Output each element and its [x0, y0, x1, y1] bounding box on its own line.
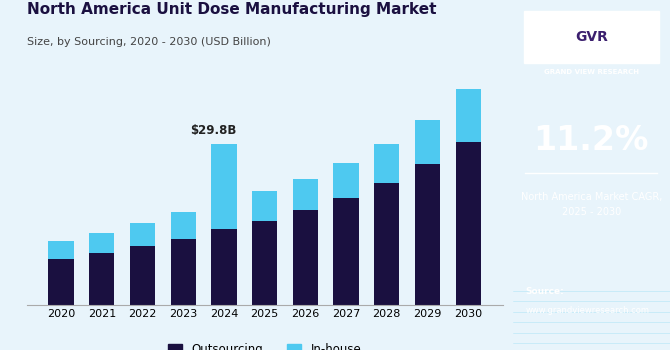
Bar	[293, 179, 318, 210]
Bar	[374, 144, 399, 183]
Bar	[211, 229, 237, 304]
FancyBboxPatch shape	[523, 10, 659, 63]
Bar	[415, 164, 440, 304]
Bar	[89, 233, 115, 253]
Text: Source:: Source:	[525, 287, 564, 296]
Bar	[252, 191, 277, 221]
Text: www.grandviewresearch.com: www.grandviewresearch.com	[525, 306, 649, 315]
Bar	[48, 259, 74, 304]
Legend: Outsourcing, In-house: Outsourcing, In-house	[163, 338, 366, 350]
Bar	[456, 141, 481, 304]
Bar	[293, 210, 318, 304]
Bar	[456, 89, 481, 141]
Text: North America Unit Dose Manufacturing Market: North America Unit Dose Manufacturing Ma…	[27, 2, 436, 17]
Bar	[130, 246, 155, 304]
Text: GVR: GVR	[575, 30, 608, 44]
Bar	[48, 241, 74, 259]
Bar	[334, 198, 358, 304]
Bar	[334, 163, 358, 198]
Text: North America Market CAGR,
2025 - 2030: North America Market CAGR, 2025 - 2030	[521, 193, 662, 217]
Bar	[171, 239, 196, 304]
Bar	[374, 183, 399, 304]
Bar	[252, 221, 277, 304]
Bar	[211, 144, 237, 229]
Text: Size, by Sourcing, 2020 - 2030 (USD Billion): Size, by Sourcing, 2020 - 2030 (USD Bill…	[27, 37, 271, 47]
Text: 11.2%: 11.2%	[533, 124, 649, 156]
Bar	[171, 212, 196, 239]
Bar	[130, 223, 155, 246]
Text: GRAND VIEW RESEARCH: GRAND VIEW RESEARCH	[544, 69, 639, 75]
Bar	[415, 120, 440, 164]
Text: $29.8B: $29.8B	[190, 124, 237, 137]
Bar	[89, 253, 115, 304]
